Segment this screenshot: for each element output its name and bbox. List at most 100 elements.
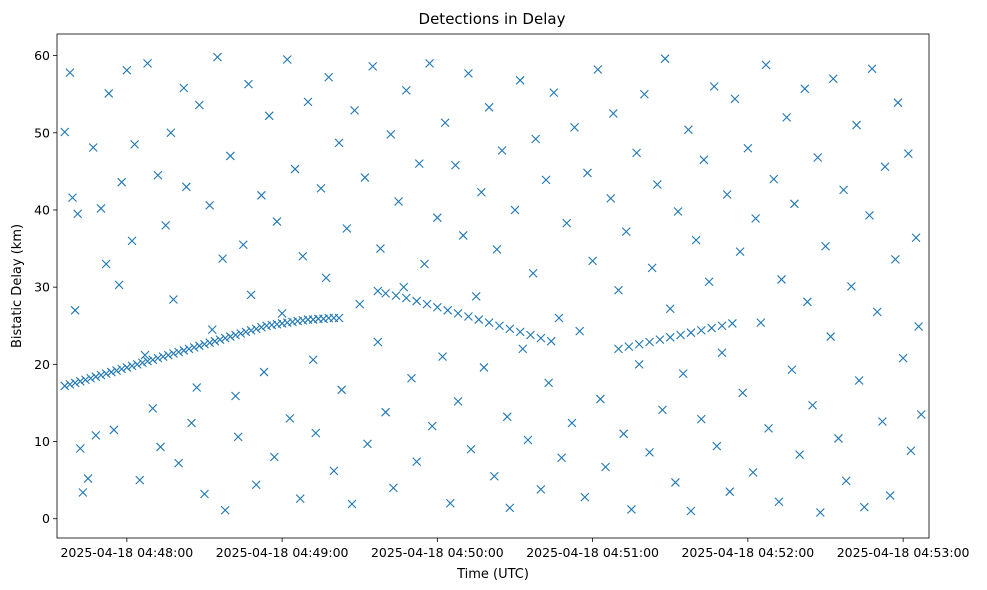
data-point xyxy=(515,327,525,337)
data-point xyxy=(510,205,520,215)
data-point xyxy=(412,296,422,306)
data-point xyxy=(632,148,641,158)
data-point xyxy=(580,492,590,502)
data-point xyxy=(867,64,877,74)
data-point xyxy=(138,358,147,368)
data-point xyxy=(834,434,843,443)
y-axis: 0 10 20 30 40 50 60 xyxy=(34,48,57,526)
y-tick-label: 10 xyxy=(34,434,50,449)
data-point xyxy=(554,313,564,323)
data-point xyxy=(215,335,225,345)
data-point xyxy=(443,305,453,315)
data-point xyxy=(645,337,654,347)
data-point xyxy=(161,221,171,230)
data-point xyxy=(329,466,339,476)
data-point xyxy=(432,302,442,312)
data-point xyxy=(865,210,874,220)
data-point xyxy=(815,508,825,517)
data-point xyxy=(802,297,812,307)
data-point xyxy=(163,350,173,360)
data-point xyxy=(373,286,383,296)
data-point xyxy=(671,478,680,487)
data-point xyxy=(453,396,463,406)
data-point xyxy=(412,457,422,466)
data-point xyxy=(106,367,116,377)
data-point xyxy=(220,505,230,515)
data-point xyxy=(676,330,685,340)
data-point xyxy=(914,322,924,331)
data-point xyxy=(445,498,455,508)
data-point xyxy=(727,319,737,328)
data-point xyxy=(153,353,163,363)
data-point xyxy=(890,254,900,264)
data-point xyxy=(368,62,378,71)
y-axis-label: Bistatic Delay (km) xyxy=(10,224,25,348)
data-point xyxy=(388,483,398,493)
data-point xyxy=(696,414,706,424)
data-point xyxy=(101,259,111,269)
data-point xyxy=(595,394,605,404)
data-point xyxy=(614,344,623,354)
data-point xyxy=(464,312,473,321)
data-point xyxy=(194,100,204,110)
data-point xyxy=(872,307,882,317)
data-point xyxy=(686,506,696,516)
plot-frame xyxy=(56,33,930,539)
data-point xyxy=(189,342,199,352)
data-point xyxy=(544,378,554,388)
data-point xyxy=(583,168,592,178)
data-point xyxy=(181,182,191,192)
data-point xyxy=(479,363,489,372)
data-point xyxy=(246,290,256,300)
data-point xyxy=(236,329,246,338)
data-point xyxy=(158,352,168,362)
data-point xyxy=(78,488,88,497)
data-point xyxy=(316,183,326,193)
data-point xyxy=(91,430,101,440)
data-point xyxy=(505,324,515,334)
data-point xyxy=(588,256,598,266)
data-point xyxy=(130,139,140,149)
data-point xyxy=(422,299,432,309)
data-point xyxy=(774,497,784,507)
data-point xyxy=(127,361,137,371)
data-point xyxy=(114,280,124,290)
data-point xyxy=(906,446,916,456)
data-point xyxy=(143,356,152,366)
data-point xyxy=(205,200,215,210)
data-point xyxy=(192,383,202,392)
y-tick-label: 60 xyxy=(34,48,50,63)
data-point xyxy=(652,180,662,189)
data-point xyxy=(748,468,758,477)
data-point xyxy=(350,106,359,115)
data-point xyxy=(244,79,253,89)
data-point xyxy=(225,151,235,161)
data-point xyxy=(210,336,220,346)
data-point xyxy=(707,323,717,333)
data-point xyxy=(122,65,132,75)
data-point xyxy=(60,381,70,391)
data-point xyxy=(238,240,248,250)
data-point xyxy=(68,193,77,203)
data-point xyxy=(769,174,779,184)
data-point xyxy=(691,235,701,245)
data-point xyxy=(264,111,274,121)
data-point xyxy=(251,480,261,490)
data-point xyxy=(148,355,158,365)
data-point xyxy=(782,112,792,122)
data-point xyxy=(614,285,623,295)
data-point xyxy=(898,353,908,363)
data-point xyxy=(813,153,823,162)
data-point xyxy=(187,418,196,428)
data-point xyxy=(81,375,90,385)
data-point xyxy=(86,373,96,383)
data-point xyxy=(65,380,75,389)
scatter-points xyxy=(60,52,926,517)
data-point xyxy=(634,339,644,349)
data-point xyxy=(251,324,261,334)
data-point xyxy=(127,236,137,246)
data-point xyxy=(826,332,836,341)
data-point xyxy=(282,55,292,64)
data-point xyxy=(259,367,269,377)
data-point xyxy=(549,88,559,98)
